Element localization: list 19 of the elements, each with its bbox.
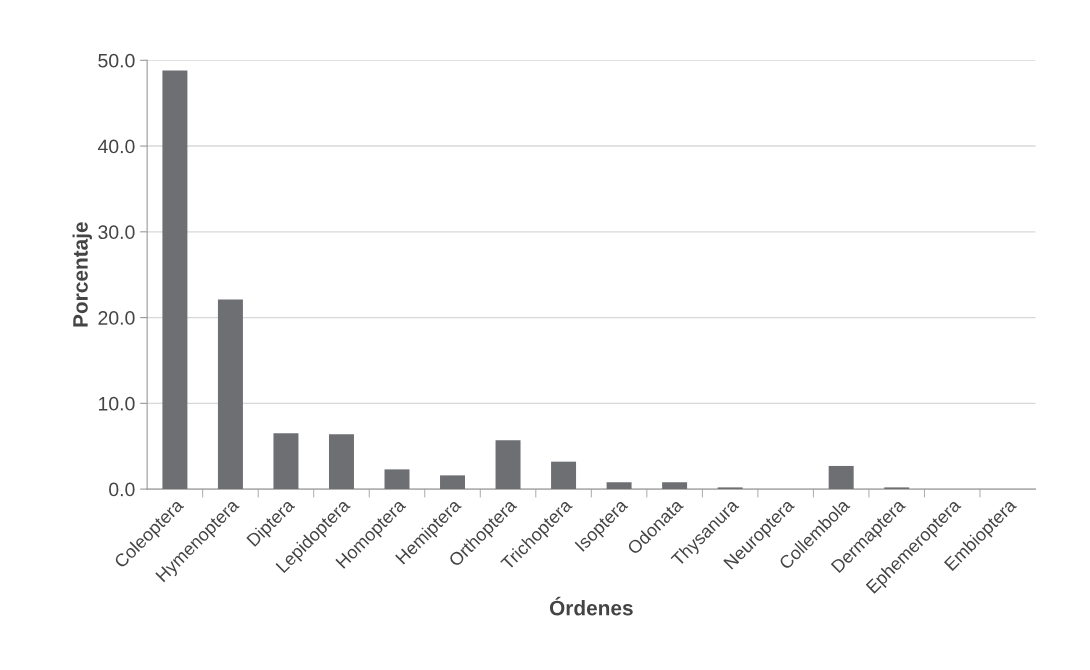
bar [328,434,354,490]
y-tick-label: 0.0 [109,482,135,497]
y-tick-label: 20.0 [98,311,135,325]
bar [828,465,854,490]
bar [606,482,632,490]
bar [217,299,243,490]
y-axis-title: Porcentaje [72,222,92,327]
y-tick-label: 10.0 [98,396,135,411]
bar [162,70,188,490]
y-tick-label: 40.0 [97,139,135,154]
x-axis-title: Órdenes [549,596,633,616]
bar [495,440,521,490]
bar [440,475,466,490]
bar [662,482,688,490]
bar [551,461,577,490]
y-tick-label: 30.0 [98,225,135,240]
bar [273,433,299,490]
bar [384,469,410,490]
y-tick-label: 50.0 [98,53,135,68]
